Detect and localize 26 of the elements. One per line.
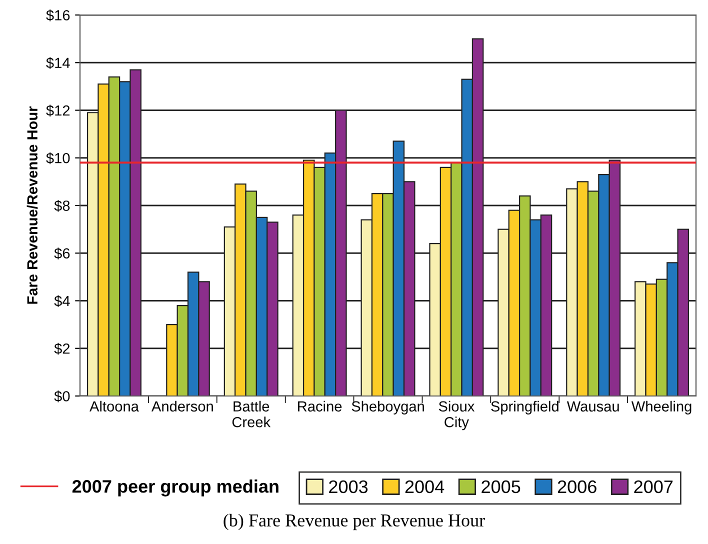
x-tick-label: Anderson [151,400,213,412]
y-axis-title: Fare Revenue/Revenue Hour [26,106,38,304]
legend-label: 2006 [558,480,596,494]
x-tick-label: Battle Creek [232,400,271,428]
x-tick-label: Springfield [491,400,558,414]
legend-label: 2005 [482,480,520,494]
legend-label: 2003 [329,480,368,494]
x-tick-label: Racine [298,400,342,412]
y-tick-label: $14 [46,57,70,69]
y-tick-label: $6 [54,248,70,260]
legend-label: 2007 [634,480,673,494]
x-tick-label: Sioux City [438,400,475,430]
text: (b) Fare Revenue per Revenue Hour [224,514,485,530]
y-tick-label: $2 [54,342,70,355]
y-tick-label: $8 [54,200,70,212]
y-tick-label: $0 [54,390,70,402]
y-tick-label: $16 [46,9,70,22]
legend-label: 2004 [405,480,444,494]
legend-label: 2007 peer group median [72,480,278,496]
y-tick-label: $10 [46,152,70,164]
x-tick-label: Altoona [90,400,139,412]
x-tick-label: Wheeling [631,400,692,414]
x-tick-label: Wausau [566,401,619,412]
x-tick-label: Sheboygan [352,400,424,414]
y-tick-label: $4 [54,295,70,308]
y-tick-label: $12 [46,104,70,117]
